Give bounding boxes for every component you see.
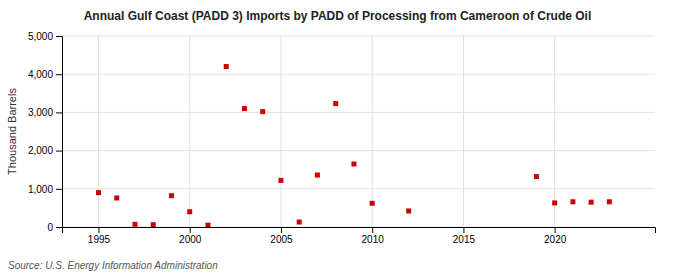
point — [297, 220, 302, 225]
tick: 2000 — [179, 227, 202, 245]
source: Source: U.S. Energy Information Administ… — [8, 260, 218, 271]
point — [205, 223, 210, 227]
point — [96, 190, 101, 195]
point — [315, 173, 320, 178]
point — [406, 208, 411, 213]
point — [151, 222, 156, 227]
point — [370, 201, 375, 206]
tick-mark — [56, 151, 62, 152]
tick-label: 1995 — [88, 234, 111, 245]
grid-line — [62, 188, 655, 189]
grid-line — [372, 36, 373, 227]
tick: 1,000 — [28, 184, 62, 195]
points — [96, 64, 612, 227]
grid — [62, 36, 655, 227]
tick-mark — [281, 227, 282, 233]
axis-line — [63, 228, 656, 234]
tick-label: 2005 — [270, 234, 293, 245]
grid-line — [98, 36, 99, 227]
tick-mark — [372, 227, 373, 233]
title: Annual Gulf Coast (PADD 3) Imports by PA… — [84, 9, 592, 23]
tick-mark — [463, 227, 464, 233]
grid-line — [62, 36, 655, 37]
grid-line — [189, 36, 190, 227]
x-axis: 1995 2000 2005 2010 2015 2020 — [63, 227, 656, 245]
point — [278, 178, 283, 183]
tick: 3,000 — [28, 107, 62, 118]
tick-label: 2000 — [179, 234, 202, 245]
tick-label: 4,000 — [28, 69, 53, 80]
grid-line — [62, 74, 655, 75]
grid-line — [62, 150, 655, 151]
tick-label: 1,000 — [28, 184, 53, 195]
point — [260, 109, 265, 114]
tick-label: 3,000 — [28, 107, 53, 118]
tick: 0 — [47, 222, 62, 233]
point — [242, 106, 247, 111]
grid-line — [280, 36, 281, 227]
tick-label: 2,000 — [28, 145, 53, 156]
tick-mark — [98, 227, 99, 233]
point — [351, 161, 356, 166]
point — [570, 199, 575, 204]
point — [169, 193, 174, 198]
point — [534, 174, 539, 179]
tick: 2015 — [453, 227, 476, 245]
grid-line — [463, 36, 464, 227]
tick-mark — [56, 36, 62, 37]
tick-mark — [56, 74, 62, 75]
tick-label: 5,000 — [28, 31, 53, 42]
chart: 1995 2000 2005 2010 2015 2020 0 1,000 2,000 3,000… — [0, 0, 675, 275]
y-axis: 0 1,000 2,000 3,000 4,000 5,000 — [28, 31, 63, 233]
point — [607, 199, 612, 204]
tick: 1995 — [88, 227, 111, 245]
point — [589, 200, 594, 205]
point — [224, 64, 229, 69]
tick-mark — [190, 227, 191, 233]
tick: 2,000 — [28, 145, 62, 156]
point — [114, 195, 119, 200]
tick: 5,000 — [28, 31, 62, 42]
point — [552, 200, 557, 205]
tick-label: 2010 — [362, 234, 385, 245]
tick: 2010 — [362, 227, 385, 245]
grid-line — [62, 112, 655, 113]
tick-label: 0 — [47, 222, 53, 233]
point — [333, 101, 338, 106]
tick: 4,000 — [28, 69, 62, 80]
tick-label: 2015 — [453, 234, 476, 245]
y-axis-title: Thousand Barrels — [6, 88, 18, 175]
point — [187, 209, 192, 214]
plot-area: 1995 2000 2005 2010 2015 2020 0 1,000 2,000 3,000… — [28, 31, 656, 245]
axis-line — [56, 37, 63, 228]
grid-line — [554, 36, 555, 227]
tick-mark — [555, 227, 556, 233]
point — [132, 222, 137, 227]
tick-mark — [56, 189, 62, 190]
tick-label: 2020 — [544, 234, 567, 245]
tick-mark — [56, 112, 62, 113]
tick: 2020 — [544, 227, 567, 245]
tick-mark — [56, 227, 62, 228]
tick: 2005 — [270, 227, 293, 245]
